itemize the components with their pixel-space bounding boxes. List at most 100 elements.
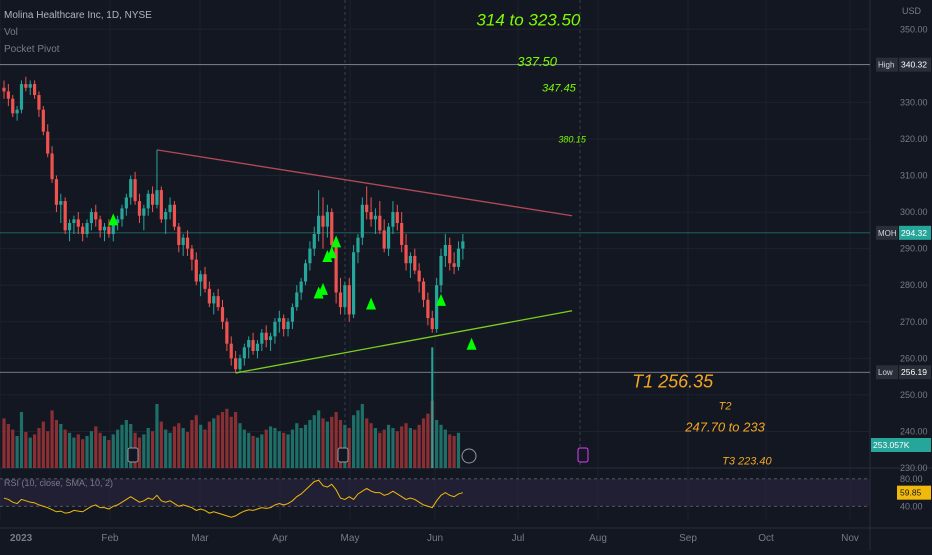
time-tick-label: Oct: [758, 533, 774, 544]
price-tick-label: 270.00: [900, 317, 928, 327]
candle-body: [369, 212, 373, 220]
volume-bar: [98, 432, 102, 468]
candle-body: [81, 226, 85, 234]
volume-bar: [421, 418, 426, 468]
candle-body: [303, 263, 308, 282]
dividend-marker: [461, 448, 477, 464]
candle-body: [255, 343, 260, 351]
candle-body: [203, 274, 207, 289]
target-annotation: 337.50: [517, 54, 558, 69]
target-annotation: T2: [719, 401, 732, 413]
candle-body: [286, 321, 290, 330]
volume-bar: [94, 426, 98, 468]
volume-bar: [164, 429, 168, 468]
candle-body: [2, 87, 6, 92]
volume-bar: [28, 437, 32, 468]
time-tick-label: Nov: [841, 533, 859, 544]
currency-label: USD: [902, 6, 922, 16]
candle-body: [41, 109, 45, 132]
volume-bar: [177, 423, 181, 468]
candle-body: [273, 321, 277, 337]
candle-body: [456, 248, 461, 267]
price-tick-label: 350.00: [900, 24, 928, 34]
volume-bar: [251, 436, 255, 468]
price-tick-label: 280.00: [900, 280, 928, 290]
volume-bar: [426, 413, 430, 468]
candle-body: [216, 296, 220, 308]
volume-bar: [290, 429, 295, 468]
volume-bar: [150, 431, 155, 468]
time-tick-label: May: [341, 533, 360, 544]
volume-bar: [199, 424, 203, 468]
volume-bar: [321, 418, 325, 468]
candle-body: [277, 318, 281, 322]
time-tick-label: Apr: [272, 533, 288, 544]
candle-body: [111, 223, 115, 234]
candle-body: [76, 219, 80, 227]
time-tick-label: Jun: [427, 533, 443, 544]
candle-body: [190, 248, 194, 260]
time-tick-label: Jul: [512, 533, 525, 544]
candle-body: [338, 292, 343, 308]
candle-body: [159, 190, 163, 220]
volume-bar: [242, 429, 246, 468]
volume-bar: [360, 404, 364, 468]
candle-body: [207, 288, 211, 304]
high-tag-value: 340.32: [901, 60, 927, 70]
rsi-tick-80: 80.00: [900, 474, 923, 484]
candle-body: [234, 358, 238, 370]
last-price-tag-value: 294.32: [901, 228, 927, 238]
candle-body: [290, 307, 295, 322]
candle-body: [264, 332, 268, 341]
candle-body: [347, 285, 351, 315]
pocket-pivot-triangle: [322, 249, 333, 262]
target-annotation: 380.15: [558, 135, 587, 145]
candle-body: [120, 208, 124, 220]
volume-bar: [185, 432, 190, 468]
volume-bar: [37, 428, 41, 468]
candle-body: [386, 226, 391, 249]
volume-bar: [308, 420, 312, 468]
volume-bar: [168, 432, 172, 468]
candle-body: [408, 255, 413, 264]
earnings-marker: [127, 447, 139, 463]
volume-bar: [295, 423, 299, 468]
volume-bar: [129, 424, 133, 468]
candle-body: [395, 212, 399, 224]
target-annotation: T3 223.40: [722, 455, 772, 467]
rsi-line: [3, 479, 463, 518]
volume-value-bg: [871, 438, 931, 452]
candle-body: [426, 299, 430, 319]
volume-bar: [120, 424, 124, 468]
support-trendline: [235, 310, 573, 374]
candle-body: [229, 343, 233, 359]
candle-body: [172, 204, 177, 227]
candle-body: [430, 318, 434, 330]
candle-body: [89, 212, 93, 224]
volume-bar: [203, 429, 207, 468]
volume-value: 253.057K: [873, 440, 910, 450]
volume-bar: [234, 412, 238, 468]
volume-bar: [273, 428, 277, 468]
indicator-label: Pocket Pivot: [4, 44, 60, 55]
price-tick-label: 260.00: [900, 353, 928, 363]
volume-bar: [15, 436, 19, 468]
candle-body: [150, 193, 155, 205]
candle-body: [46, 131, 50, 154]
candle-body: [238, 358, 242, 370]
candle-body: [461, 241, 465, 249]
high-tag-name: High: [878, 61, 894, 70]
volume-bar: [238, 423, 242, 468]
candle-body: [177, 226, 181, 245]
candle-body: [317, 215, 321, 234]
volume-bar: [24, 432, 28, 468]
pocket-pivot-triangle: [366, 297, 377, 310]
volume-bar: [373, 428, 378, 468]
volume-bar: [452, 436, 456, 468]
volume-bar: [2, 418, 6, 468]
candle-body: [448, 244, 452, 264]
rsi-band: [0, 478, 870, 507]
candle-body: [24, 84, 28, 88]
